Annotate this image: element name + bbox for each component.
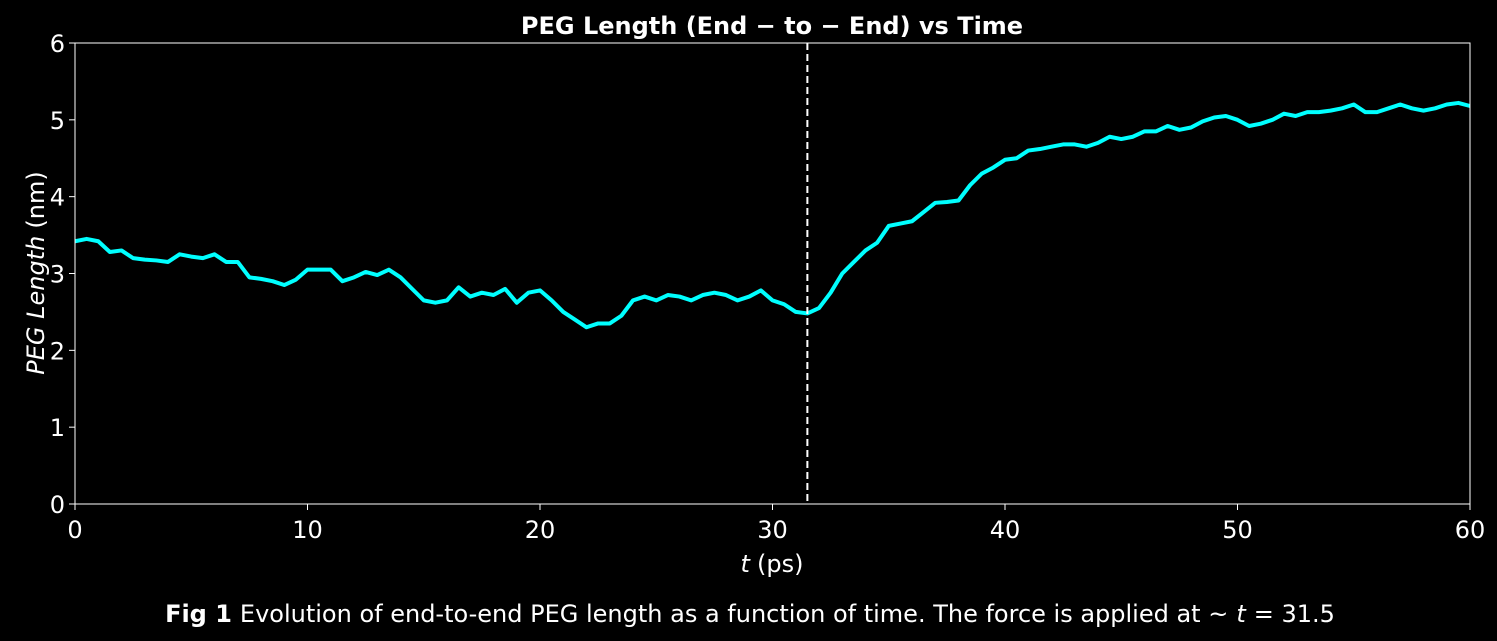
caption: Fig 1 Evolution of end-to-end PEG length …	[165, 600, 1335, 628]
y-label-unit: (nm)	[22, 171, 50, 228]
chart-title: PEG Length (End − to − End) vs Time	[521, 12, 1023, 40]
data-line	[74, 100, 1471, 330]
x-label-unit: (ps)	[757, 550, 803, 578]
plot-frame	[74, 42, 1471, 505]
x-tick-label: 10	[292, 516, 323, 544]
y-tick-label: 4	[50, 184, 65, 212]
x-tick-label: 0	[67, 516, 82, 544]
y-tick-label: 2	[50, 337, 65, 365]
y-tick-label: 1	[50, 414, 65, 442]
y-axis-label: PEG Length (nm)	[22, 171, 50, 374]
y-label-var: PEG Length	[22, 236, 50, 375]
x-tick-label: 50	[1222, 516, 1253, 544]
y-tick-label: 3	[50, 261, 65, 289]
y-tick-label: 5	[50, 107, 65, 135]
caption-text: Evolution of end-to-end PEG length as a …	[240, 600, 1228, 628]
x-tick-label: 40	[990, 516, 1021, 544]
x-label-var: t	[741, 550, 752, 578]
caption-var: t	[1236, 600, 1247, 628]
x-tick-label: 30	[757, 516, 788, 544]
x-tick-label: 20	[525, 516, 556, 544]
y-tick-label: 6	[50, 30, 65, 58]
x-tick-label: 60	[1455, 516, 1486, 544]
y-tick-label: 0	[50, 491, 65, 519]
x-axis-label: t (ps)	[741, 550, 804, 578]
caption-label: Fig 1	[165, 600, 232, 628]
caption-tail: = 31.5	[1254, 600, 1335, 628]
